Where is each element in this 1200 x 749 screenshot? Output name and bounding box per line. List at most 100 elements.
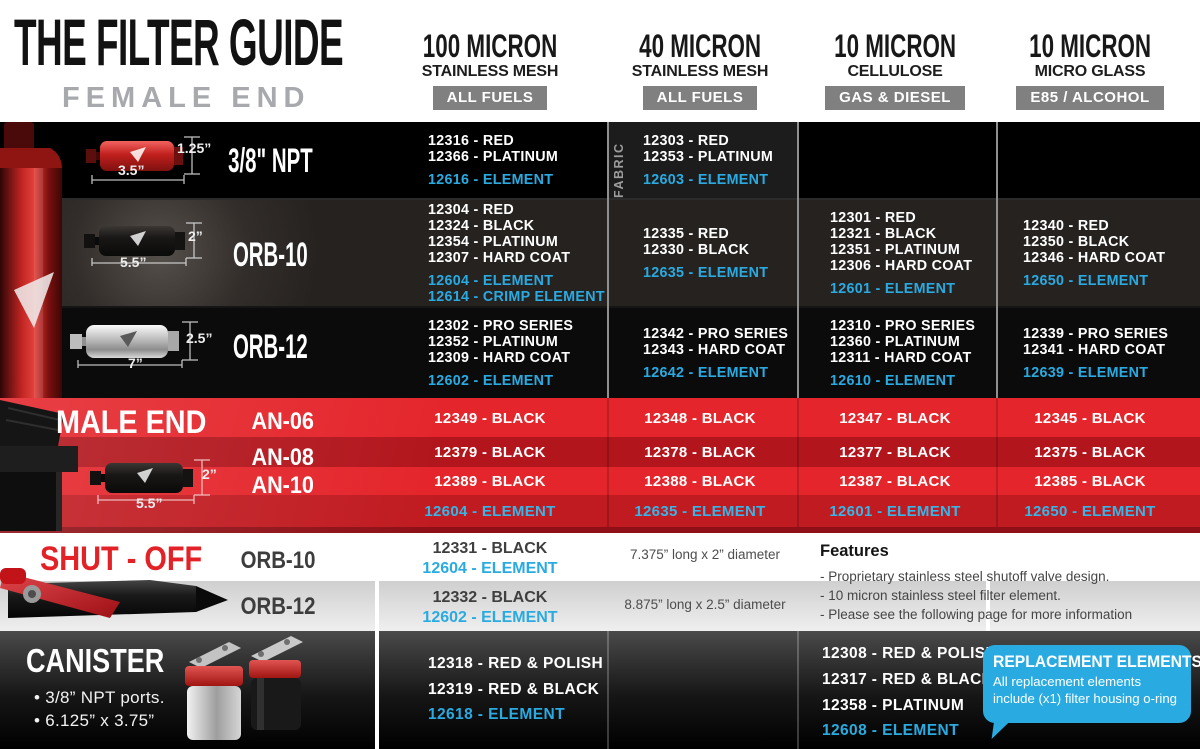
part-numbers: 12308 - RED & POLISH 12317 - RED & BLACK 1… bbox=[822, 645, 998, 714]
cell-orb10-10micron-cellulose: 12301 - RED 12321 - BLACK 12351 - PLATINUM… bbox=[830, 200, 972, 306]
part-numbers: 12303 - RED 12353 - PLATINUM bbox=[643, 132, 774, 165]
column-header-100-micron: 100 MICRON STAINLESS MESH ALL FUELS bbox=[380, 30, 600, 110]
cell-orb10-10micron-glass: 12340 - RED 12350 - BLACK 12346 - HARD COA… bbox=[1023, 200, 1165, 306]
column-divider bbox=[797, 122, 799, 398]
shutoff-orb10-element: 12604 - ELEMENT bbox=[422, 560, 558, 577]
platinum-inline-filter-photo bbox=[70, 321, 198, 368]
dim-height-label: 1.25” bbox=[177, 140, 212, 156]
male-bottom-strip bbox=[0, 527, 1200, 533]
black-an-fitting-photo bbox=[0, 400, 78, 531]
row-separator bbox=[0, 306, 1200, 308]
column-divider bbox=[996, 122, 998, 398]
column-header-40-micron: 40 MICRON STAINLESS MESH ALL FUELS bbox=[590, 30, 810, 110]
shutoff-orb12-element: 12602 - ELEMENT bbox=[422, 609, 558, 626]
column-header-10-micron-cellulose: 10 MICRON CELLULOSE GAS & DIESEL bbox=[785, 30, 1005, 110]
part-numbers: 12335 - RED 12330 - BLACK bbox=[643, 225, 750, 258]
row-label-orb12: ORB-12 bbox=[232, 328, 308, 366]
cell-orb12-100micron: 12302 - PRO SERIES 12352 - PLATINUM 12309 … bbox=[428, 308, 573, 398]
row-label-orb10: ORB-10 bbox=[240, 547, 316, 574]
features-title: Features bbox=[820, 542, 889, 560]
row-orb12-band bbox=[0, 308, 1200, 398]
cell-an08-10micron-glass: 12375 - BLACK bbox=[1034, 444, 1146, 461]
cell-an10-100micron: 12389 - BLACK bbox=[434, 473, 546, 490]
element-numbers: 12650 - ELEMENT bbox=[1023, 272, 1149, 289]
column-divider bbox=[375, 533, 379, 631]
element-numbers: 12642 - ELEMENT bbox=[643, 364, 769, 381]
element-numbers: 12618 - ELEMENT bbox=[428, 706, 565, 723]
dim-length-label: 3.5” bbox=[118, 162, 145, 178]
dim-length-label: 7” bbox=[128, 355, 143, 371]
element-numbers: 12610 - ELEMENT bbox=[830, 372, 956, 389]
callout-title: REPLACEMENT ELEMENTS bbox=[993, 653, 1200, 671]
callout-body-line2: include (x1) filter housing o-ring bbox=[993, 690, 1177, 706]
row-separator bbox=[0, 198, 1200, 200]
page-title: THE FILTER GUIDE bbox=[14, 5, 344, 79]
part-numbers: 12301 - RED 12321 - BLACK 12351 - PLATINUM… bbox=[830, 209, 973, 274]
fuel-badge: ALL FUELS bbox=[432, 86, 548, 110]
cell-orb10-100micron: 12304 - RED 12324 - BLACK 12354 - PLATINUM… bbox=[428, 200, 605, 306]
column-media: MICRO GLASS bbox=[1034, 63, 1146, 80]
male-band-an08 bbox=[0, 437, 1200, 467]
cell-canister-100micron: 12318 - RED & POLISH 12319 - RED & BLACK … bbox=[428, 631, 603, 743]
row-orb10-band bbox=[0, 200, 1200, 306]
part-numbers: 12318 - RED & POLISH 12319 - RED & BLACK bbox=[428, 655, 604, 698]
row-label-an08: AN-08 bbox=[251, 444, 315, 471]
element-numbers: 12635 - ELEMENT bbox=[643, 264, 769, 281]
element-numbers: 12608 - ELEMENT bbox=[822, 722, 959, 739]
callout-tail bbox=[991, 719, 1013, 739]
fabric-tag: FABRIC bbox=[612, 142, 626, 198]
cell-orb12-10micron-glass: 12339 - PRO SERIES 12341 - HARD COAT 1263… bbox=[1023, 308, 1168, 398]
cell-orb12-10micron-cellulose: 12310 - PRO SERIES 12360 - PLATINUM 12311 … bbox=[830, 308, 975, 398]
column-divider bbox=[797, 398, 799, 527]
element-numbers: 12616 - ELEMENT bbox=[428, 171, 554, 188]
column-micron: 100 MICRON bbox=[422, 28, 558, 64]
row-label-38-npt: 3/8" NPT bbox=[227, 142, 313, 180]
dim-height-label: 2.5” bbox=[186, 330, 213, 346]
black-inline-filter-photo bbox=[84, 222, 202, 266]
fabric-cell-background bbox=[607, 122, 798, 198]
shutoff-orb12-size: 8.875” long x 2.5” diameter bbox=[624, 597, 786, 612]
column-micron: 10 MICRON bbox=[834, 28, 956, 64]
canister-title: CANISTER bbox=[26, 642, 165, 679]
column-divider bbox=[607, 631, 609, 749]
element-40micron: 12635 - ELEMENT bbox=[634, 503, 766, 520]
replacement-elements-callout: REPLACEMENT ELEMENTS All replacement ele… bbox=[983, 645, 1200, 739]
cell-an10-10micron-cellulose: 12387 - BLACK bbox=[839, 473, 951, 490]
dim-length-label: 5.5” bbox=[136, 495, 163, 511]
dim-height-label: 2” bbox=[188, 228, 203, 244]
fuel-badge: ALL FUELS bbox=[642, 86, 758, 110]
cell-an10-40micron: 12388 - BLACK bbox=[644, 473, 756, 490]
callout-body-line1: All replacement elements bbox=[993, 674, 1142, 689]
cell-38npt-40micron: 12303 - RED 12353 - PLATINUM 12603 - ELEM… bbox=[643, 122, 773, 198]
column-media: STAINLESS MESH bbox=[421, 63, 559, 80]
shutoff-valve-photo bbox=[0, 568, 228, 618]
cell-an06-100micron: 12349 - BLACK bbox=[434, 410, 546, 427]
element-100micron: 12604 - ELEMENT bbox=[424, 503, 556, 520]
column-divider bbox=[996, 398, 998, 527]
part-numbers: 12342 - PRO SERIES 12343 - HARD COAT bbox=[643, 325, 789, 358]
column-media: STAINLESS MESH bbox=[631, 63, 769, 80]
column-media: CELLULOSE bbox=[847, 63, 943, 80]
canister-filters-photo bbox=[185, 636, 303, 740]
column-divider bbox=[797, 631, 799, 749]
male-band-elements bbox=[0, 495, 1200, 527]
part-numbers: 12339 - PRO SERIES 12341 - HARD COAT bbox=[1023, 325, 1169, 358]
cell-an06-10micron-glass: 12345 - BLACK bbox=[1034, 410, 1146, 427]
shut-off-title: SHUT - OFF bbox=[40, 540, 203, 578]
row-label-orb12: ORB-12 bbox=[240, 593, 316, 620]
black-inline-filter-photo bbox=[90, 459, 210, 504]
cell-38npt-100micron: 12316 - RED 12366 - PLATINUM 12616 - ELEM… bbox=[428, 122, 558, 198]
cell-an10-10micron-glass: 12385 - BLACK bbox=[1034, 473, 1146, 490]
cell-an08-40micron: 12378 - BLACK bbox=[644, 444, 756, 461]
element-numbers: 12604 - ELEMENT 12614 - CRIMP ELEMENT bbox=[428, 272, 605, 305]
shutoff-orb10-part: 12331 - BLACK bbox=[432, 540, 548, 557]
row-label-an06: AN-06 bbox=[251, 408, 315, 435]
dim-length-label: 5.5” bbox=[120, 254, 147, 270]
element-10micron-cellulose: 12601 - ELEMENT bbox=[829, 503, 961, 520]
male-end-title: MALE END bbox=[56, 404, 207, 440]
element-numbers: 12639 - ELEMENT bbox=[1023, 364, 1149, 381]
row-38npt-band bbox=[0, 122, 1200, 198]
female-end-subtitle: FEMALE END bbox=[62, 82, 311, 114]
fuel-badge: GAS & DIESEL bbox=[825, 86, 965, 110]
